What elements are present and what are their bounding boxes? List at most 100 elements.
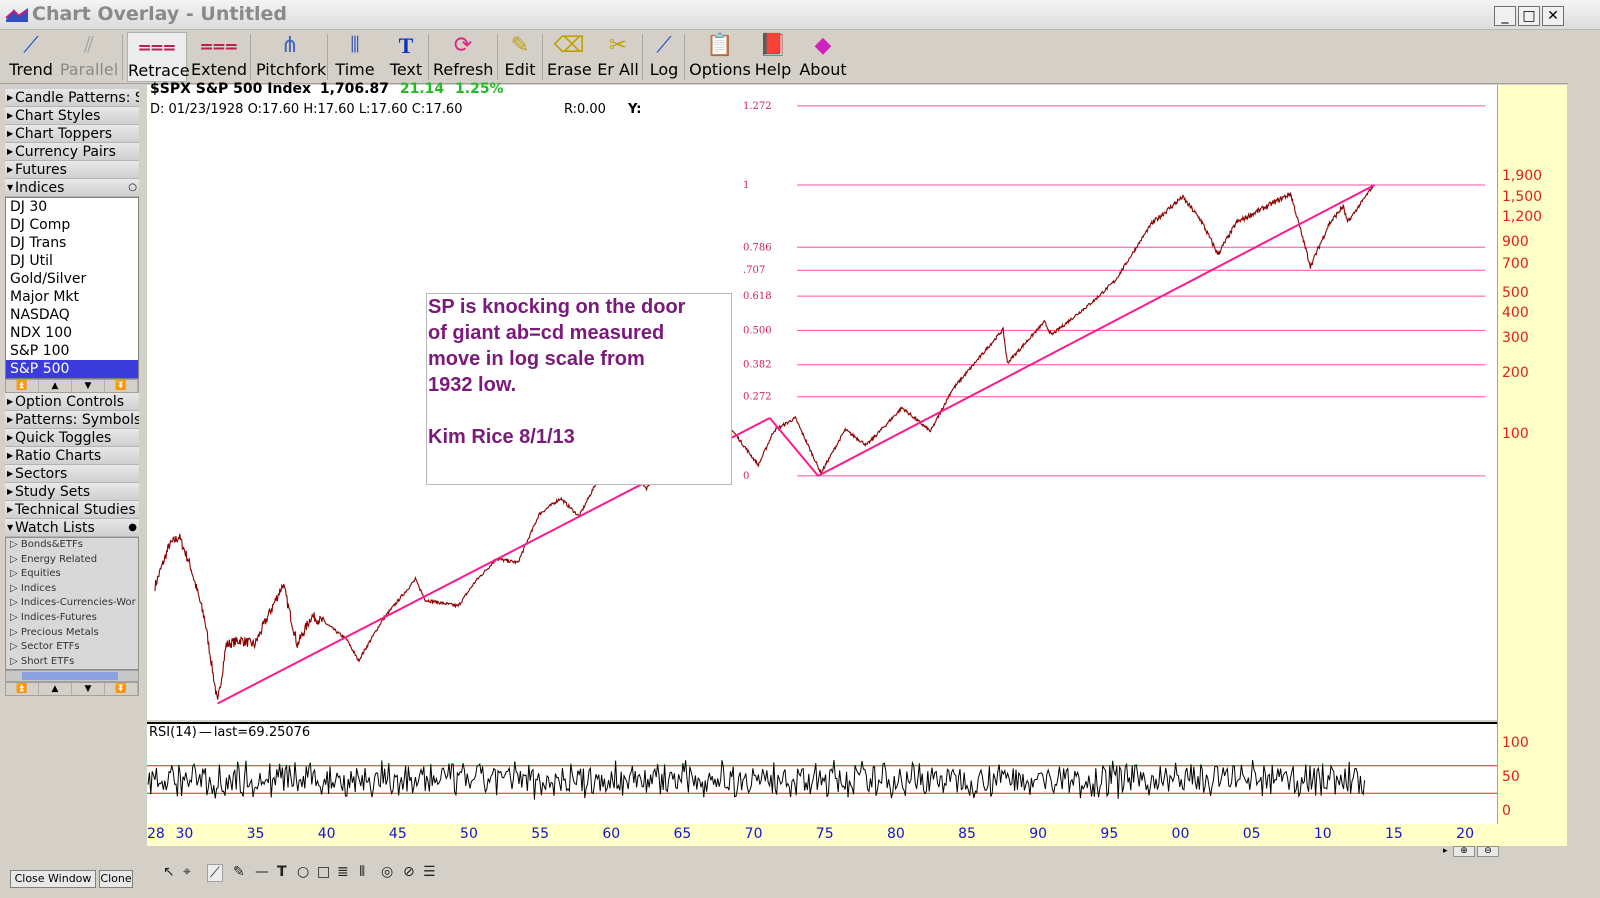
erase-button[interactable]: ⌫ Erase — [547, 32, 592, 82]
group-watch-lists[interactable]: ▼ Watch Lists ● — [5, 519, 139, 537]
help-button[interactable]: 📕 Help — [753, 32, 793, 82]
index-item[interactable]: S&P 100 — [10, 343, 70, 359]
index-item[interactable]: DJ 30 — [10, 199, 48, 215]
trend-line[interactable] — [817, 184, 1375, 477]
cycle-tool-icon[interactable]: ◎ — [381, 864, 394, 880]
group-chart-styles[interactable]: ▶ Chart Styles — [5, 107, 139, 125]
pencil-tool-icon[interactable]: ✎ — [233, 864, 245, 880]
watch-list-item[interactable]: ▷ Indices-Futures — [6, 611, 138, 626]
time-tool-icon[interactable]: ⦀ — [359, 864, 366, 880]
group-technical-studies[interactable]: ▶ Technical Studies — [5, 501, 139, 519]
arc-tool-icon[interactable]: ⊘ — [403, 864, 415, 880]
group-currency-pairs[interactable]: ▶ Currency Pairs — [5, 143, 139, 161]
scroll-bottom-icon[interactable]: ⏬ — [105, 683, 138, 696]
group-sectors[interactable]: ▶ Sectors — [5, 465, 139, 483]
watch-lists-hscroll[interactable] — [5, 670, 139, 683]
group-ratio-charts[interactable]: ▶ Ratio Charts — [5, 447, 139, 465]
title-bar[interactable]: Chart Overlay - Untitled _ □ ✕ — [0, 0, 1600, 30]
group-chart-toppers[interactable]: ▶ Chart Toppers — [5, 125, 139, 143]
minimize-button[interactable]: _ — [1494, 6, 1516, 26]
erall-button[interactable]: ✂ Er All — [596, 32, 640, 82]
crosshair-icon[interactable]: ⌖ — [183, 864, 191, 880]
indices-scroll-buttons[interactable]: ⏫ ▲ ▼ ⏬ — [5, 379, 139, 393]
index-item[interactable]: Major Mkt — [10, 289, 79, 305]
watch-list-item[interactable]: ▷ Equities — [6, 567, 138, 582]
retrace-button[interactable]: ⩶ Retrace — [127, 32, 190, 82]
price-chart-panel[interactable]: 1.272 1 0.786 .707 0.618 0.500 0.382 0.272 0 $SP… — [147, 81, 1497, 720]
scroll-down-icon[interactable]: ▼ — [72, 380, 105, 392]
index-item[interactable]: DJ Util — [10, 253, 53, 269]
price-series-line[interactable] — [154, 184, 1374, 700]
scroll-up-icon[interactable]: ▲ — [39, 683, 72, 696]
price-chart[interactable]: 1.272 1 0.786 .707 0.618 0.500 0.382 0.272 0 — [147, 85, 1497, 720]
index-item[interactable]: Gold/Silver — [10, 271, 87, 287]
watch-lists-tree[interactable]: ▷ Bonds&ETFs ▷ Energy Related ▷ Equities ▷ … — [5, 537, 139, 671]
about-button[interactable]: ◆ About — [798, 32, 848, 82]
watch-scroll-buttons[interactable]: ⏫ ▲ ▼ ⏬ — [5, 682, 139, 697]
watch-list-item[interactable]: ▷ Short ETFs — [6, 655, 138, 670]
group-patterns-symbols[interactable]: ▶ Patterns: Symbols — [5, 411, 139, 429]
index-item[interactable]: S&P 500 — [6, 360, 138, 378]
watch-list-item[interactable]: ▷ Bonds&ETFs — [6, 538, 138, 553]
pitchfork-button[interactable]: ⋔ Pitchfork — [256, 32, 326, 82]
extend-button[interactable]: ⩶ Extend — [191, 32, 247, 82]
log-button[interactable]: ⟋ Log — [647, 32, 681, 82]
group-futures[interactable]: ▶ Futures — [5, 161, 139, 179]
watch-list-item[interactable]: ▷ Energy Related — [6, 553, 138, 568]
zoom-out-icon[interactable]: ⊖ — [1477, 846, 1499, 857]
parallel-button[interactable]: ⫽ Parallel — [58, 32, 120, 82]
watch-list-item[interactable]: ▷ Sector ETFs — [6, 640, 138, 655]
options-button[interactable]: 📋 Options — [689, 32, 751, 82]
text-button[interactable]: T Text — [385, 32, 427, 82]
scroll-bottom-icon[interactable]: ⏬ — [105, 380, 138, 392]
r-readout: R:0.00 — [564, 102, 606, 117]
time-axis-tick: 40 — [317, 826, 336, 842]
index-item[interactable]: NDX 100 — [10, 325, 73, 341]
group-candle-patterns-s[interactable]: ▶ Candle Patterns: S — [5, 89, 139, 107]
time-button[interactable]: ⦀ Time — [333, 32, 377, 82]
ellipse-tool-icon[interactable]: ○ — [297, 864, 310, 880]
scroll-up-icon[interactable]: ▲ — [39, 380, 72, 392]
index-item[interactable]: DJ Trans — [10, 235, 67, 251]
vertical-scrollbar[interactable] — [1568, 30, 1600, 898]
watch-list-item[interactable]: ▷ Indices-Currencies-Wor — [6, 596, 138, 611]
group-quick-toggles[interactable]: ▶ Quick Toggles — [5, 429, 139, 447]
line-tool-icon[interactable]: ⟋ — [207, 864, 223, 882]
zoom-in-icon[interactable]: ⊕ — [1453, 846, 1475, 857]
scroll-top-icon[interactable]: ⏫ — [6, 380, 39, 392]
trend-line[interactable] — [768, 417, 819, 477]
edit-button[interactable]: ✎ Edit — [502, 32, 538, 82]
index-item[interactable]: NASDAQ — [10, 307, 70, 323]
time-axis[interactable]: 28 30 35 40 45 50 55 60 65 70 75 80 85 90 95 00 05 10 15 20 — [147, 824, 1567, 846]
close-window-button[interactable]: Close Window — [10, 870, 96, 888]
annotation-note[interactable]: SP is knocking on the door of giant ab=cd… — [426, 293, 732, 485]
indices-list[interactable]: DJ 30 DJ Comp DJ Trans DJ Util Gold/Silver Ma… — [5, 197, 139, 379]
refresh-button[interactable]: ⟳ Refresh — [433, 32, 493, 82]
index-item[interactable]: DJ Comp — [10, 217, 71, 233]
price-axis[interactable]: 1,900 1,500 1,200 900 700 500 400 300 200 100 100 5… — [1497, 85, 1567, 825]
fib-tool-icon[interactable]: ≣ — [337, 864, 349, 880]
rect-tool-icon[interactable]: □ — [317, 864, 331, 880]
text-tool-icon[interactable]: T — [277, 864, 287, 880]
scroll-right-icon[interactable]: ▸ — [1443, 846, 1448, 856]
trend-button[interactable]: ⟋ Trend — [8, 32, 54, 82]
scroll-down-icon[interactable]: ▼ — [72, 683, 105, 696]
watch-list-item[interactable]: ▷ Indices — [6, 582, 138, 597]
maximize-button[interactable]: □ — [1518, 6, 1540, 26]
select-arrow-icon[interactable]: ↖ — [163, 864, 175, 880]
watch-list-item[interactable]: ▷ Precious Metals — [6, 626, 138, 641]
horizontal-scrollbar[interactable]: ▸ ⊕ ⊖ — [147, 846, 1567, 858]
collapsed-arrow-icon: ▶ — [7, 451, 14, 460]
clone-button[interactable]: Clone — [99, 870, 133, 888]
close-button[interactable]: ✕ — [1542, 6, 1564, 26]
rsi-line[interactable] — [147, 760, 1366, 800]
group-study-sets[interactable]: ▶ Study Sets — [5, 483, 139, 501]
scroll-top-icon[interactable]: ⏫ — [6, 683, 39, 696]
group-option-controls[interactable]: ▶ Option Controls — [5, 393, 139, 411]
rsi-panel[interactable]: RSI(14) — last=69.25076 — [147, 722, 1497, 824]
channel-tool-icon[interactable]: ☰ — [423, 864, 436, 880]
hline-tool-icon[interactable]: — — [255, 864, 269, 880]
rsi-chart[interactable] — [147, 724, 1497, 824]
group-indices[interactable]: ▼ Indices ○ — [5, 179, 139, 197]
fib-level-label: 0.272 — [743, 392, 772, 403]
